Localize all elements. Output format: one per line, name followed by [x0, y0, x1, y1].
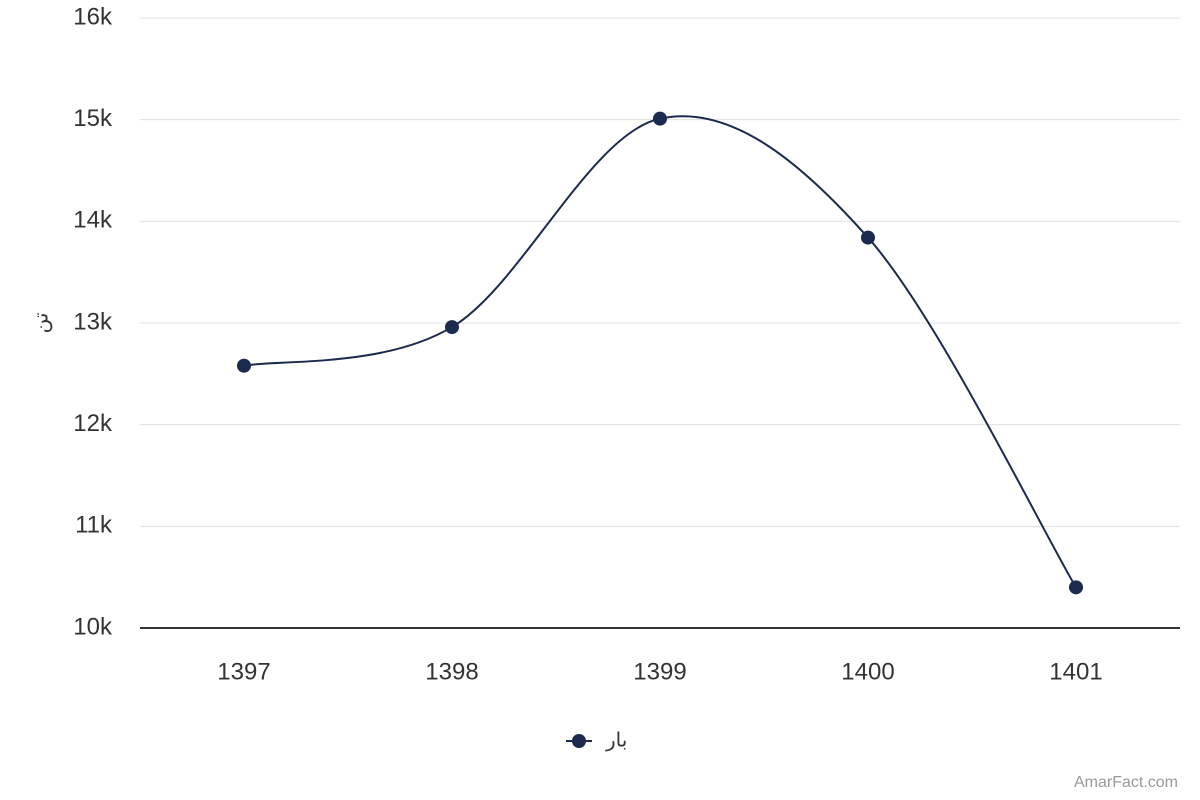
y-tick-label: 11k: [75, 512, 113, 539]
x-tick-label: 1400: [841, 658, 894, 685]
credit: AmarFact.com: [1074, 774, 1178, 791]
point: [653, 111, 667, 126]
x-tick-label: 1399: [633, 658, 686, 685]
y-tick-label: 14k: [73, 207, 113, 234]
x-tick-label: 1398: [425, 658, 478, 685]
line: [243, 115, 1077, 588]
y-tick-label: 16k: [73, 3, 113, 30]
point: [1069, 580, 1083, 595]
x-tick-label: 1397: [217, 658, 270, 685]
point: [237, 358, 251, 373]
legend-marker: [572, 734, 586, 748]
legend-label: بار: [605, 729, 627, 751]
point: [861, 230, 875, 245]
point: [445, 320, 459, 335]
x-tick-label: 1401: [1049, 658, 1102, 685]
y-tick-label: 15k: [73, 105, 113, 132]
y-tick-label: 12k: [73, 410, 113, 437]
y-tick-label: 10k: [73, 613, 113, 640]
y-tick-label: 13k: [73, 308, 113, 335]
y-axis-label: تن: [30, 313, 52, 334]
